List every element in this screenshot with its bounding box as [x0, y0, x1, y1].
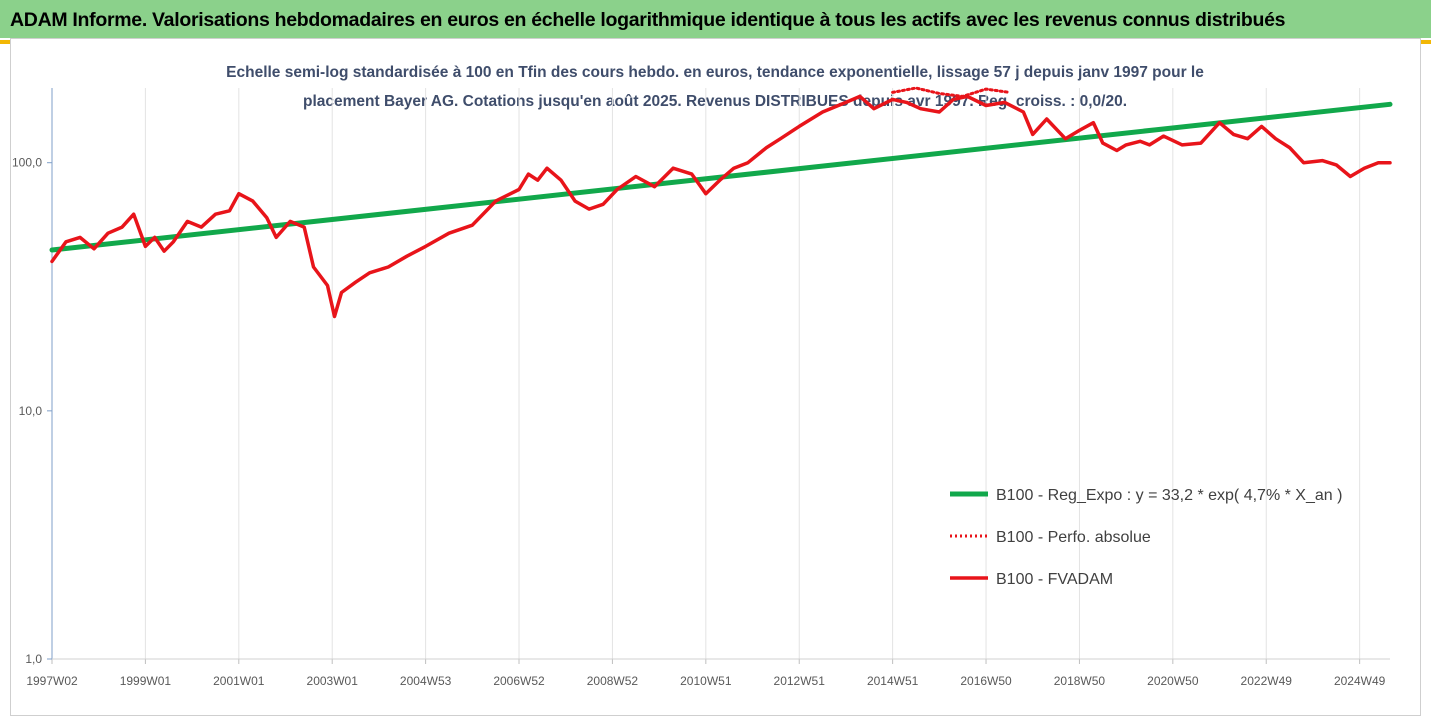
x-tick-label: 2020W50 — [1147, 674, 1199, 688]
x-tick-label: 2012W51 — [774, 674, 826, 688]
x-tick-label: 2010W51 — [680, 674, 732, 688]
chart-subtitle-line1: Echelle semi-log standardisée à 100 en T… — [226, 64, 1204, 81]
x-tick-label: 2018W50 — [1054, 674, 1106, 688]
x-tick-label: 2014W51 — [867, 674, 919, 688]
corner-marker-right — [1421, 40, 1431, 44]
y-tick-label: 10,0 — [19, 404, 43, 418]
legend-label: B100 - FVADAM — [996, 571, 1113, 588]
y-tick-label: 1,0 — [25, 652, 42, 666]
legend-label: B100 - Reg_Expo : y = 33,2 * exp( 4,7% *… — [996, 487, 1342, 504]
report-title: ADAM Informe. Valorisations hebdomadaire… — [10, 9, 1286, 31]
x-tick-label: 1999W01 — [120, 674, 172, 688]
chart-subtitle-line2: placement Bayer AG. Cotations jusqu'en a… — [302, 93, 1128, 110]
corner-marker-left — [0, 40, 10, 44]
chart-frame — [10, 38, 1421, 716]
x-tick-label: 2008W52 — [587, 674, 639, 688]
x-tick-label: 2003W01 — [307, 674, 359, 688]
x-tick-label: 1997W02 — [26, 674, 78, 688]
x-tick-label: 2016W50 — [960, 674, 1012, 688]
x-tick-label: 2001W01 — [213, 674, 265, 688]
y-tick-label: 100,0 — [12, 156, 42, 170]
report-header: ADAM Informe. Valorisations hebdomadaire… — [0, 0, 1431, 38]
x-tick-label: 2022W49 — [1241, 674, 1293, 688]
x-tick-label: 2024W49 — [1334, 674, 1386, 688]
series-perfo-absolue-line — [891, 86, 1011, 98]
x-tick-label: 2006W52 — [493, 674, 545, 688]
legend-label: B100 - Perfo. absolue — [996, 529, 1151, 546]
series-fvadam-line — [50, 94, 1392, 319]
x-tick-label: 2004W53 — [400, 674, 452, 688]
